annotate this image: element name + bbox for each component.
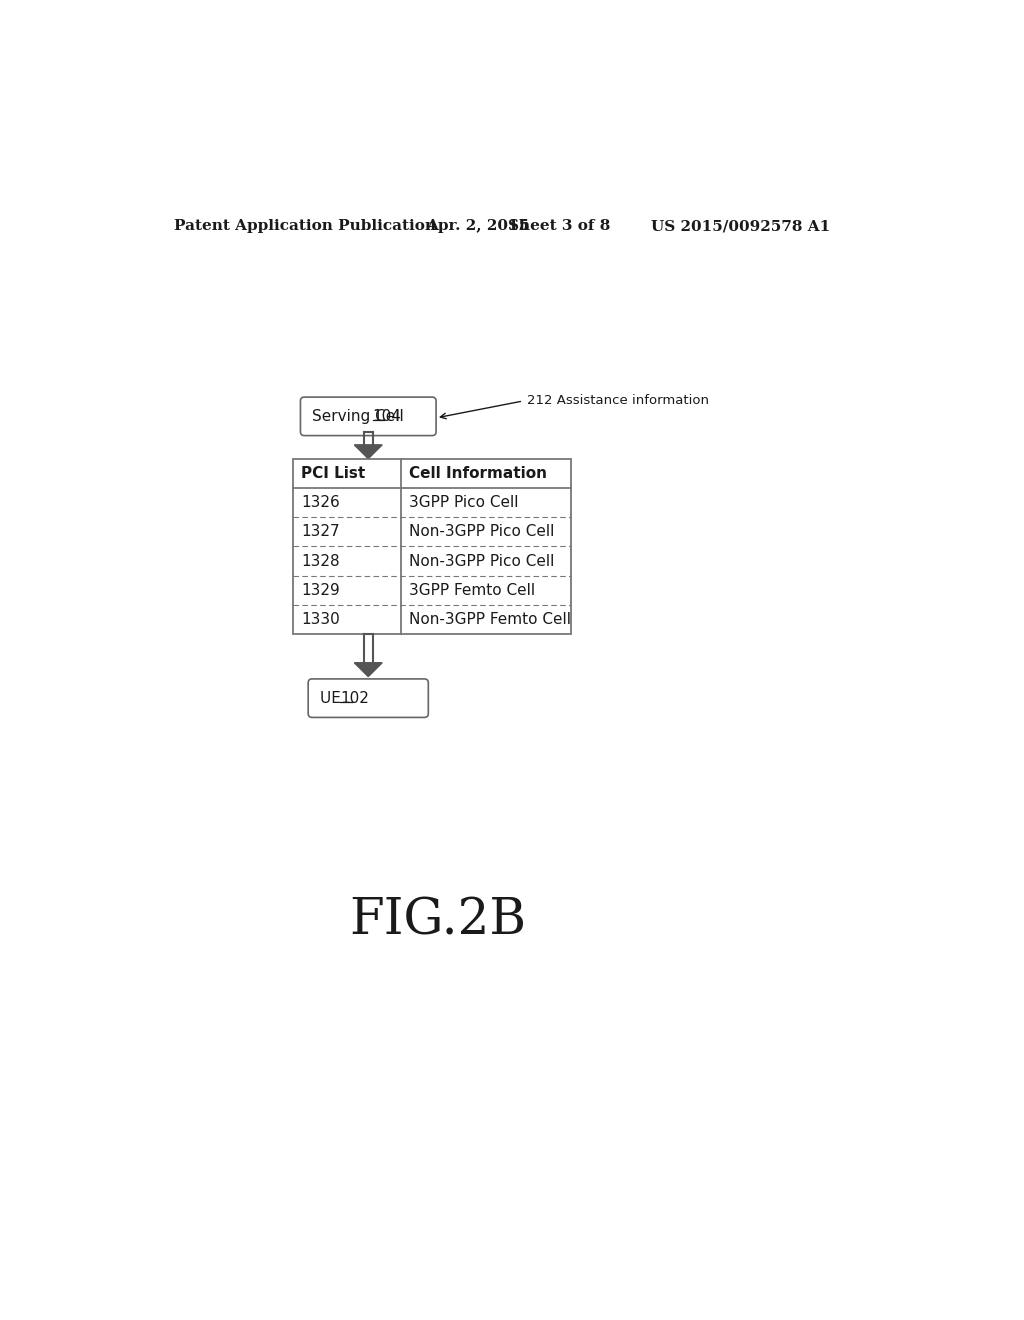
Polygon shape [354, 445, 382, 459]
Text: 212 Assistance information: 212 Assistance information [527, 395, 710, 408]
Text: 1326: 1326 [301, 495, 340, 510]
Text: UE: UE [319, 690, 345, 706]
Text: 1329: 1329 [301, 583, 340, 598]
Text: Non-3GPP Pico Cell: Non-3GPP Pico Cell [409, 524, 554, 540]
Text: Sheet 3 of 8: Sheet 3 of 8 [508, 219, 610, 234]
Text: 3GPP Pico Cell: 3GPP Pico Cell [409, 495, 518, 510]
Text: 104: 104 [373, 409, 401, 424]
Text: 1327: 1327 [301, 524, 339, 540]
Text: Serving Cell: Serving Cell [312, 409, 409, 424]
FancyBboxPatch shape [308, 678, 428, 718]
Text: 1330: 1330 [301, 612, 340, 627]
Text: Cell Information: Cell Information [409, 466, 547, 480]
Text: Apr. 2, 2015: Apr. 2, 2015 [426, 219, 529, 234]
Text: 102: 102 [340, 690, 369, 706]
Text: 3GPP Femto Cell: 3GPP Femto Cell [409, 583, 535, 598]
Text: FIG.2B: FIG.2B [349, 896, 526, 945]
FancyBboxPatch shape [300, 397, 436, 436]
Bar [293, 459, 571, 635]
Text: US 2015/0092578 A1: US 2015/0092578 A1 [651, 219, 830, 234]
Text: PCI List: PCI List [301, 466, 366, 480]
Polygon shape [354, 663, 382, 677]
Text: Non-3GPP Pico Cell: Non-3GPP Pico Cell [409, 553, 554, 569]
Text: Patent Application Publication: Patent Application Publication [174, 219, 436, 234]
Text: 1328: 1328 [301, 553, 339, 569]
Text: Non-3GPP Femto Cell: Non-3GPP Femto Cell [409, 612, 570, 627]
